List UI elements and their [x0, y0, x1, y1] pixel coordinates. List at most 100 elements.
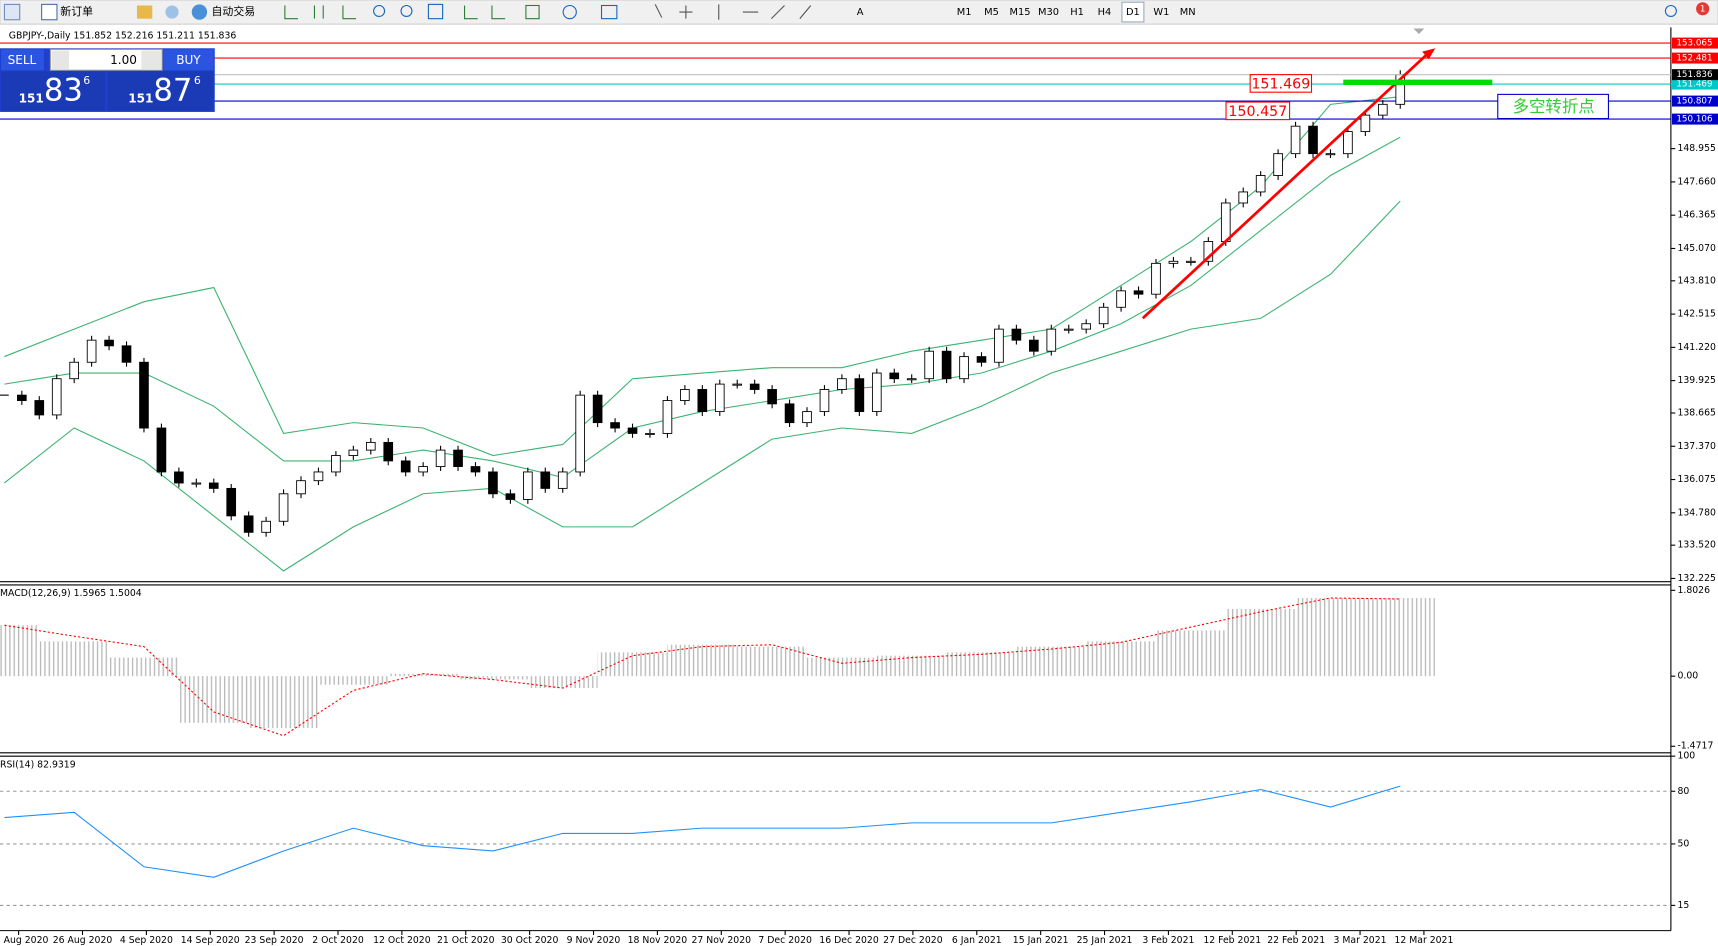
level-label: 150.807: [1676, 97, 1712, 107]
candle: [505, 493, 516, 500]
icon[interactable]: [136, 5, 153, 19]
macd-bar: [318, 676, 389, 685]
trend-line[interactable]: [1141, 52, 1429, 320]
candle: [924, 350, 934, 380]
text-tool[interactable]: A: [857, 7, 864, 18]
candle: [714, 383, 725, 413]
timeframe[interactable]: H4: [1098, 7, 1112, 18]
tool-glyphs[interactable]: A: [857, 7, 864, 18]
candle: [1203, 241, 1214, 262]
timeframe[interactable]: MN: [1180, 7, 1196, 18]
macd-bar: [1016, 646, 1087, 677]
candle: [1290, 125, 1301, 155]
macd-bar: [248, 676, 319, 729]
y-tick-label: 132.225: [1677, 573, 1716, 584]
level-tag: [1671, 78, 1718, 90]
timeframe[interactable]: M15: [1010, 7, 1031, 18]
macd-bar: [946, 652, 1017, 677]
search[interactable]: [1664, 4, 1677, 18]
candle: [1308, 125, 1318, 155]
buy-price-box[interactable]: [107, 71, 214, 111]
timeframe[interactable]: M5: [984, 7, 999, 18]
macd-bar: [388, 673, 459, 677]
candle: [1325, 153, 1336, 156]
x-tick-label: 3 Mar 2021: [1334, 935, 1387, 946]
chart-tools[interactable]: [284, 3, 812, 20]
candle: [610, 422, 620, 429]
candle: [854, 378, 865, 413]
annotation-box[interactable]: [1497, 93, 1609, 120]
x-tick-label: 22 Feb 2021: [1267, 935, 1325, 946]
lot-up[interactable]: [141, 50, 162, 70]
x-tick-label: 16 Dec 2020: [819, 935, 879, 946]
candle: [1377, 103, 1388, 116]
candle: [86, 339, 97, 363]
x-tick-label: 23 Sep 2020: [245, 935, 304, 946]
candle: [592, 394, 603, 424]
candle: [1133, 290, 1144, 295]
y-tick-label: 139.925: [1677, 375, 1716, 386]
arrow-head: [1422, 48, 1436, 60]
candle: [261, 520, 271, 533]
auto-trading-icon[interactable]: [191, 4, 208, 20]
price-small: 6: [194, 74, 201, 87]
candle: [156, 427, 167, 473]
y-tick-label: 143.810: [1677, 275, 1716, 286]
tf-selected[interactable]: [1121, 1, 1145, 23]
sell-price-box[interactable]: [1, 71, 106, 111]
buy-label[interactable]: BUY: [176, 53, 201, 67]
candle: [365, 441, 376, 451]
candle: [313, 471, 324, 482]
price-big: 151: [128, 91, 153, 105]
timeframes[interactable]: M1 M5 M15 M30 H1 H4 D1 W1 MN: [957, 7, 1196, 18]
level-label: 152.481: [1676, 54, 1712, 64]
candle: [69, 361, 79, 380]
rsi-line: [4, 785, 1401, 878]
badge[interactable]: [1696, 2, 1710, 16]
chart-title: GBPJPY-,Daily 151.852 152.216 151.211 15…: [9, 31, 237, 42]
timeframe[interactable]: D1: [1126, 7, 1140, 18]
y-tick-label: 142.515: [1677, 309, 1716, 320]
candle: [470, 466, 481, 473]
candle: [871, 372, 882, 413]
x-tick-label: 21 Oct 2020: [437, 935, 495, 946]
auto-trading[interactable]: 自动交易: [211, 4, 255, 18]
macd-bar: [1295, 598, 1366, 677]
candle: [278, 493, 289, 522]
notification-count[interactable]: 1: [1700, 4, 1706, 14]
annotation-box[interactable]: [1249, 74, 1313, 93]
macd-bar: [458, 676, 528, 680]
icon[interactable]: [3, 3, 21, 21]
candle: [837, 378, 847, 390]
candle: [435, 449, 446, 467]
timeframe[interactable]: W1: [1153, 7, 1169, 18]
timeframe[interactable]: M1: [957, 7, 972, 18]
sell-button[interactable]: [1, 49, 44, 71]
new-order-icon[interactable]: [41, 3, 58, 21]
macd-bar: [527, 676, 598, 689]
buy-button[interactable]: [163, 49, 214, 71]
candle: [906, 378, 917, 381]
annotation-box[interactable]: [1225, 101, 1291, 121]
y-tick-label: 136.075: [1677, 474, 1716, 485]
lot-down[interactable]: [51, 50, 70, 70]
level-tag: [1671, 95, 1718, 107]
sell-label[interactable]: SELL: [8, 53, 37, 67]
bid-tag: [1671, 69, 1718, 81]
lot-value[interactable]: 1.00: [110, 53, 137, 67]
y-tick-label: 147.660: [1677, 176, 1716, 187]
timeframe[interactable]: H1: [1070, 7, 1084, 18]
timeframe[interactable]: M30: [1038, 7, 1059, 18]
new-order[interactable]: 新订单: [60, 4, 93, 18]
annotation: 多空转折点: [1513, 97, 1595, 116]
macd-bar: [1155, 630, 1226, 677]
y-tick-label: 137.370: [1677, 441, 1716, 452]
candle: [418, 466, 428, 473]
level-tag: [1671, 52, 1718, 64]
lot-field[interactable]: [49, 48, 163, 71]
icon[interactable]: [165, 5, 179, 19]
x-tick-label: 27 Dec 2020: [883, 935, 943, 946]
level-tag: [1671, 113, 1718, 125]
